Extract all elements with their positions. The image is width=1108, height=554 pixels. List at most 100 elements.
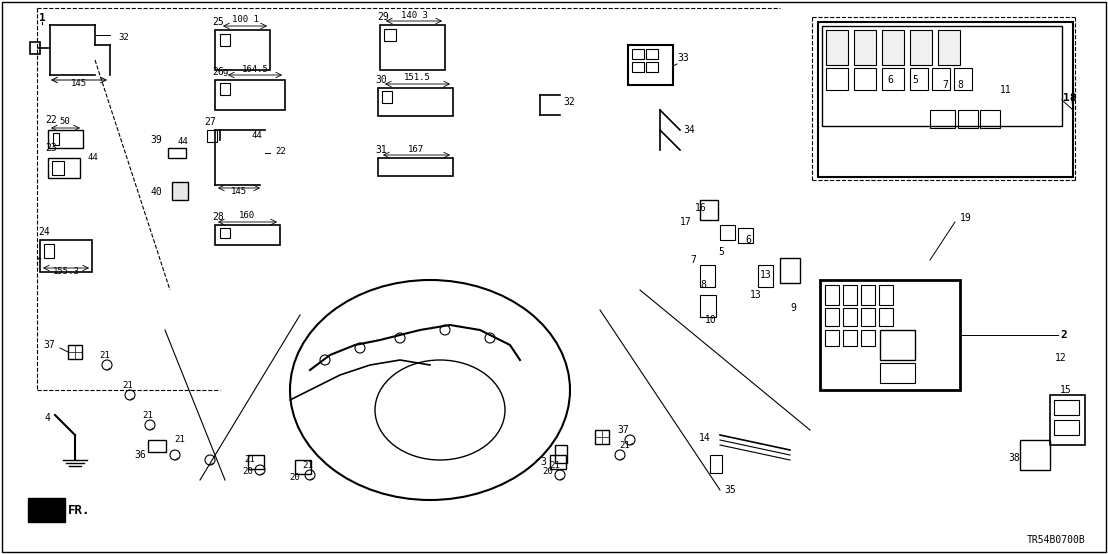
Text: 164.5: 164.5 xyxy=(242,64,268,74)
Text: 20: 20 xyxy=(543,468,553,476)
Text: 9: 9 xyxy=(223,69,227,78)
Bar xyxy=(930,110,955,128)
Bar xyxy=(52,161,64,175)
Text: 155.3: 155.3 xyxy=(52,268,80,276)
Bar xyxy=(646,49,658,59)
Text: 7: 7 xyxy=(942,80,948,90)
Bar xyxy=(1050,395,1085,445)
Bar xyxy=(932,68,950,90)
Bar xyxy=(172,182,188,200)
Bar xyxy=(710,455,722,473)
Text: 13: 13 xyxy=(750,290,762,300)
Bar xyxy=(780,258,800,283)
Text: 8: 8 xyxy=(957,80,963,90)
Bar xyxy=(168,148,186,158)
Bar xyxy=(854,68,876,90)
Bar xyxy=(148,440,166,452)
Bar xyxy=(910,30,932,65)
Bar xyxy=(248,455,264,469)
Text: 23: 23 xyxy=(45,143,57,153)
Text: 5: 5 xyxy=(718,247,724,257)
Bar xyxy=(938,30,960,65)
Bar xyxy=(1054,420,1079,435)
Bar xyxy=(861,285,875,305)
Text: 8: 8 xyxy=(700,280,706,290)
Text: 21: 21 xyxy=(100,351,111,360)
Bar xyxy=(632,62,644,72)
Bar xyxy=(295,460,311,474)
Text: 37: 37 xyxy=(43,340,55,350)
Text: 30: 30 xyxy=(375,75,387,85)
Text: FR.: FR. xyxy=(68,504,91,516)
Text: 28: 28 xyxy=(212,212,224,222)
Text: 16: 16 xyxy=(695,203,707,213)
Bar xyxy=(68,345,82,359)
Bar xyxy=(880,363,915,383)
Text: 24: 24 xyxy=(38,227,50,237)
Bar xyxy=(555,445,567,463)
Bar xyxy=(382,91,392,103)
Text: 10: 10 xyxy=(705,315,717,325)
Bar xyxy=(53,133,59,145)
Text: 32: 32 xyxy=(563,97,575,107)
Text: 27: 27 xyxy=(204,117,216,127)
Text: 22: 22 xyxy=(275,147,286,156)
Text: 151.5: 151.5 xyxy=(403,74,430,83)
Bar xyxy=(700,200,718,220)
Bar xyxy=(843,308,856,326)
Text: 3: 3 xyxy=(540,457,546,467)
Polygon shape xyxy=(28,498,65,522)
Text: 36: 36 xyxy=(134,450,146,460)
Text: 21: 21 xyxy=(550,460,561,469)
Bar xyxy=(632,49,644,59)
Text: 44: 44 xyxy=(88,152,99,162)
Bar xyxy=(861,330,875,346)
Text: 34: 34 xyxy=(683,125,695,135)
Bar xyxy=(879,285,893,305)
Bar xyxy=(822,26,1061,126)
Text: 14: 14 xyxy=(699,433,711,443)
Text: TR54B0700B: TR54B0700B xyxy=(1026,535,1085,545)
Text: 39: 39 xyxy=(151,135,162,145)
Bar xyxy=(40,240,92,272)
Text: 38: 38 xyxy=(1008,453,1020,463)
Bar xyxy=(646,62,658,72)
Text: 21: 21 xyxy=(302,460,314,469)
Text: 4: 4 xyxy=(44,413,50,423)
Bar xyxy=(215,225,280,245)
Bar xyxy=(818,22,1073,177)
Text: 18: 18 xyxy=(1063,93,1077,103)
Text: 21: 21 xyxy=(143,411,153,419)
Text: 145: 145 xyxy=(71,80,88,89)
Text: 20: 20 xyxy=(289,474,300,483)
Bar xyxy=(628,45,673,85)
Text: 100 1: 100 1 xyxy=(232,16,258,24)
Bar xyxy=(550,455,566,469)
Bar xyxy=(215,80,285,110)
Text: 1: 1 xyxy=(39,13,45,23)
Bar xyxy=(220,228,230,238)
Bar xyxy=(1020,440,1050,470)
Bar xyxy=(843,285,856,305)
Bar xyxy=(854,30,876,65)
Bar xyxy=(48,158,80,178)
Text: 9: 9 xyxy=(790,303,796,313)
Bar xyxy=(880,330,915,360)
Text: 2: 2 xyxy=(1060,330,1067,340)
Bar xyxy=(384,29,396,41)
Bar xyxy=(30,42,40,54)
Bar xyxy=(843,330,856,346)
Text: 32: 32 xyxy=(117,33,129,42)
Text: 7: 7 xyxy=(690,255,696,265)
Text: 44: 44 xyxy=(178,136,188,146)
Bar xyxy=(861,308,875,326)
Bar xyxy=(207,130,217,142)
Bar xyxy=(738,228,753,243)
Text: 6: 6 xyxy=(888,75,893,85)
Text: 25: 25 xyxy=(212,17,224,27)
Text: 21: 21 xyxy=(123,381,133,389)
Bar xyxy=(825,68,848,90)
Bar xyxy=(820,280,960,390)
Bar xyxy=(958,110,978,128)
Text: 29: 29 xyxy=(377,12,389,22)
